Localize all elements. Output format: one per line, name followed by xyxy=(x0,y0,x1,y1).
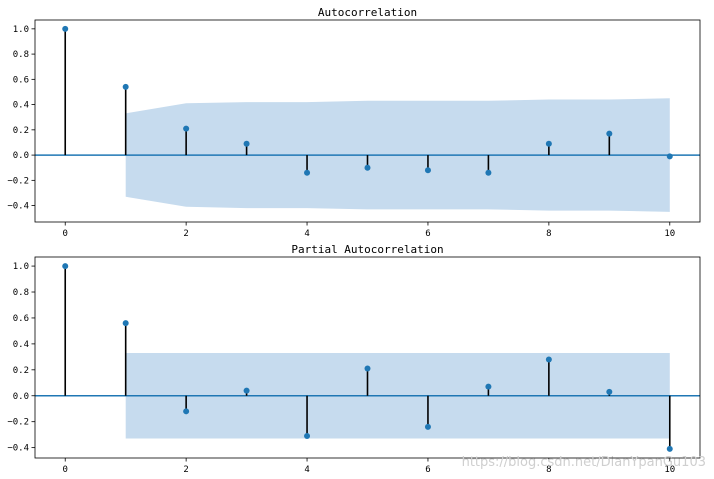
marker-lag-9 xyxy=(606,130,613,137)
x-tick-label: 4 xyxy=(304,465,309,475)
y-tick-label: −0.2 xyxy=(7,418,29,428)
y-tick-label: 0.2 xyxy=(13,366,29,376)
y-tick-label: −0.4 xyxy=(7,444,29,454)
y-tick-label: −0.4 xyxy=(7,202,29,212)
marker-lag-2 xyxy=(183,408,190,415)
x-tick-label: 10 xyxy=(664,465,675,475)
x-tick-label: 0 xyxy=(63,229,68,239)
chart-title: Partial Autocorrelation xyxy=(291,243,443,256)
y-tick-label: 0.0 xyxy=(13,392,29,402)
marker-lag-8 xyxy=(545,140,552,147)
marker-lag-4 xyxy=(304,432,311,439)
y-tick-label: 1.0 xyxy=(13,262,29,272)
y-tick-label: 0.4 xyxy=(13,340,29,350)
x-tick-label: 8 xyxy=(546,229,551,239)
axes-frame xyxy=(34,256,701,459)
marker-lag-0 xyxy=(62,263,69,270)
y-tick-label: 0.4 xyxy=(13,101,29,111)
y-tick-label: 0.6 xyxy=(13,314,29,324)
marker-lag-5 xyxy=(364,365,371,372)
x-tick-label: 6 xyxy=(425,229,430,239)
y-tick-label: 0.0 xyxy=(13,151,29,161)
chart-title: Autocorrelation xyxy=(318,6,417,19)
y-tick-label: −0.2 xyxy=(7,176,29,186)
y-tick-label: 0.2 xyxy=(13,126,29,136)
y-tick-label: 1.0 xyxy=(13,25,29,35)
x-tick-label: 10 xyxy=(664,229,675,239)
x-tick-label: 2 xyxy=(183,465,188,475)
marker-lag-9 xyxy=(606,388,613,395)
marker-lag-10 xyxy=(666,153,673,160)
marker-lag-3 xyxy=(243,387,250,394)
acf-panel: Autocorrelation 0 2 4 6 8 10 −0.4 −0.2 0.0 0.2 0.4 0… xyxy=(7,6,701,239)
x-tick-label: 8 xyxy=(546,465,551,475)
marker-lag-1 xyxy=(122,320,129,327)
axes-frame xyxy=(34,19,701,223)
marker-lag-7 xyxy=(485,169,492,176)
marker-lag-3 xyxy=(243,140,250,147)
marker-lag-1 xyxy=(122,83,129,90)
marker-lag-10 xyxy=(666,445,673,452)
x-tick-label: 4 xyxy=(304,229,309,239)
y-tick-label: 0.8 xyxy=(13,288,29,298)
marker-lag-8 xyxy=(545,356,552,363)
marker-lag-2 xyxy=(183,125,190,132)
x-tick-label: 2 xyxy=(183,229,188,239)
y-tick-label: 0.8 xyxy=(13,50,29,60)
marker-lag-6 xyxy=(424,167,431,174)
pacf-panel: Partial Autocorrelation 0 2 4 6 8 10 −0.4 −0.2 0.… xyxy=(7,243,701,475)
marker-lag-7 xyxy=(485,383,492,390)
marker-lag-5 xyxy=(364,164,371,171)
x-tick-label: 6 xyxy=(425,465,430,475)
marker-lag-4 xyxy=(304,169,311,176)
marker-lag-0 xyxy=(62,25,69,32)
x-tick-label: 0 xyxy=(63,465,68,475)
marker-lag-6 xyxy=(424,423,431,430)
watermark-text: https://blog.csdn.net/DianYpanGu103 xyxy=(462,455,706,470)
y-tick-label: 0.6 xyxy=(13,75,29,85)
